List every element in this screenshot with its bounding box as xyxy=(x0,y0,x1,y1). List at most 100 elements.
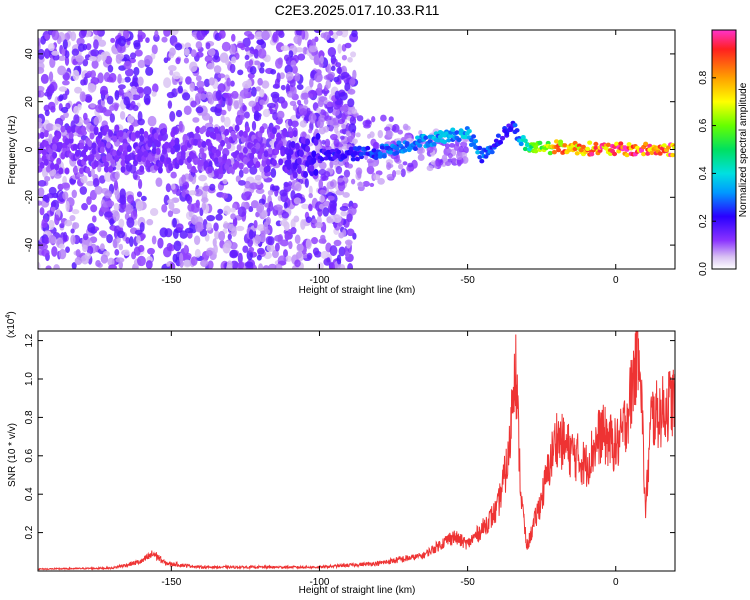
spectrum-cell xyxy=(162,147,168,155)
spectrum-cell xyxy=(56,132,62,140)
spectrum-cell xyxy=(199,147,205,155)
spectrum-cell xyxy=(62,80,70,86)
spectrum-cell xyxy=(661,143,667,148)
spectrum-cell xyxy=(114,90,120,101)
spectrum-cell xyxy=(288,50,294,58)
x-tick-label: 0 xyxy=(613,577,619,588)
spectrum-cell xyxy=(255,160,261,168)
spectrum-cell xyxy=(147,153,153,161)
spectrum-cell xyxy=(58,167,64,175)
spectrum-cell xyxy=(326,119,334,126)
spectrum-cell xyxy=(145,66,154,76)
spectrum-cell xyxy=(253,220,258,229)
spectrum-cell xyxy=(45,265,52,269)
spectrum-cell xyxy=(137,244,145,253)
spectrum-cell xyxy=(206,222,212,231)
spectrum-cell xyxy=(39,161,45,169)
spectrum-cell xyxy=(347,98,355,108)
spectrum-cell xyxy=(151,235,157,245)
spectrum-cell xyxy=(533,145,539,150)
spectrum-cell xyxy=(93,30,101,36)
spectrum-cell xyxy=(73,114,80,125)
spectrum-cell xyxy=(51,30,60,41)
spectrum-cell xyxy=(323,258,331,266)
spectrum-cell xyxy=(114,124,120,132)
spectrum-cell xyxy=(321,139,326,145)
spectrum-cell xyxy=(242,245,249,253)
spectrum-cell xyxy=(342,192,350,198)
spectrum-cell xyxy=(332,214,342,224)
spectrum-cell xyxy=(232,134,238,142)
spectrum-cell xyxy=(186,195,193,205)
spectrum-cell xyxy=(372,142,380,150)
spectrum-cell xyxy=(238,179,246,186)
spectrum-cell xyxy=(38,200,42,206)
spectrum-cell xyxy=(167,100,173,109)
spectrum-cell xyxy=(483,154,489,159)
spectrum-cell xyxy=(86,245,94,255)
spectrum-cell xyxy=(82,233,89,241)
spectrum-cell xyxy=(304,178,309,188)
spectrum-cell xyxy=(103,124,109,132)
spectrum-cell xyxy=(198,174,208,182)
spectrum-cell xyxy=(346,228,355,237)
spectrum-cell xyxy=(113,203,120,211)
spectrum-cell xyxy=(179,230,188,239)
spectrum-cell xyxy=(89,153,95,161)
spectrum-cell xyxy=(344,239,353,246)
spectrum-cell xyxy=(112,149,118,157)
spectrum-cell xyxy=(272,249,279,259)
spectrum-cell xyxy=(195,51,204,58)
spectrum-cell xyxy=(276,110,285,119)
y-tick-label: 0.8 xyxy=(24,410,35,424)
spectrum-cell xyxy=(132,104,139,112)
spectrum-cell xyxy=(324,145,332,151)
spectrum-cell xyxy=(201,201,207,211)
spectrum-cell xyxy=(124,76,131,83)
spectrum-cell xyxy=(123,96,130,106)
spectrum-cell xyxy=(338,246,346,257)
spectrum-cell xyxy=(333,76,340,83)
spectrum-cell xyxy=(130,210,138,221)
y-tick-label: 1.0 xyxy=(24,372,35,386)
spectrum-cell xyxy=(38,66,45,74)
spectrum-cell xyxy=(151,147,157,155)
spectrum-cell xyxy=(64,219,73,227)
spectrum-cell xyxy=(256,202,265,213)
spectrum-cell xyxy=(213,65,222,74)
spectrum-cell xyxy=(95,153,101,161)
spectrum-cell xyxy=(72,143,78,151)
spectrum-cell xyxy=(114,189,120,200)
spectrum-cell xyxy=(106,95,114,105)
spectrum-cell xyxy=(118,144,124,152)
spectrum-cell xyxy=(155,147,161,155)
spectrum-cell xyxy=(288,241,293,250)
colorbar-tick-label: 0.8 xyxy=(698,70,709,84)
spectrum-cell xyxy=(189,61,198,73)
spectrum-cell xyxy=(275,58,283,69)
spectrum-cell xyxy=(123,60,132,70)
spectrum-cell xyxy=(341,123,347,130)
spectrum-cell xyxy=(172,127,178,135)
spectrum-cell xyxy=(214,108,223,117)
spectrum-cell xyxy=(215,133,221,141)
spectrum-cell xyxy=(97,164,102,173)
spectrum-cell xyxy=(200,259,209,267)
spectrum-cell xyxy=(271,185,280,192)
spectrum-cell xyxy=(106,153,112,161)
spectrum-cell xyxy=(81,203,88,211)
spectrum-cell xyxy=(47,101,56,111)
spectrum-cell xyxy=(120,165,126,173)
spectrum-cell xyxy=(396,140,402,145)
spectrum-cell xyxy=(449,143,456,148)
spectrum-cell xyxy=(248,206,254,213)
spectrum-cell xyxy=(227,233,232,241)
spectrum-cell xyxy=(118,35,127,47)
spectrum-cell xyxy=(218,167,224,175)
y-tick-label: -20 xyxy=(24,190,35,205)
spectrum-cell xyxy=(218,230,226,241)
spectrum-cell xyxy=(122,132,128,141)
spectrum-cell xyxy=(394,146,400,151)
spectrum-cell xyxy=(318,161,327,170)
spectrum-cell xyxy=(309,45,318,53)
